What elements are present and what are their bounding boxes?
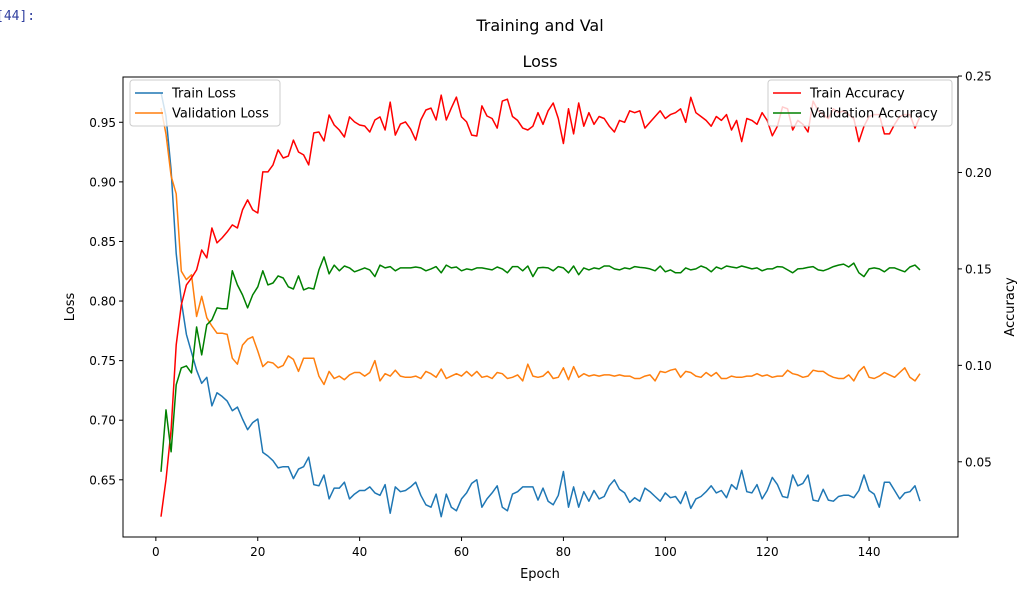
series-line-validation-accuracy bbox=[160, 256, 921, 472]
axes-title: Loss bbox=[522, 52, 557, 71]
series-line-train-loss bbox=[160, 92, 921, 518]
x-tick-label: 120 bbox=[756, 545, 779, 559]
figure-suptitle: Training and Val bbox=[475, 16, 603, 35]
legend-entry: Train Accuracy bbox=[809, 87, 905, 102]
y-tick-label-right: 0.05 bbox=[965, 455, 992, 469]
legend-loss: Train Loss Validation Loss bbox=[129, 79, 281, 127]
y-tick-label-right: 0.25 bbox=[965, 70, 992, 84]
axes-frame bbox=[122, 76, 959, 538]
x-tick-label: 40 bbox=[352, 545, 367, 559]
x-tick-label: 140 bbox=[858, 545, 881, 559]
y-tick-label-left: 0.90 bbox=[89, 175, 116, 189]
x-tick-label: 100 bbox=[654, 545, 677, 559]
y-tick-label-left: 0.70 bbox=[89, 414, 116, 428]
y-tick-label-right: 0.10 bbox=[965, 359, 992, 373]
series-line-validation-loss bbox=[160, 107, 921, 386]
y-tick-label-left: 0.85 bbox=[89, 235, 116, 249]
cell-output-prompt: [44]: bbox=[0, 9, 36, 24]
legend-accuracy: Train Accuracy Validation Accuracy bbox=[767, 79, 953, 127]
y-tick-label-left: 0.95 bbox=[89, 116, 116, 130]
y-tick-label-right: 0.15 bbox=[965, 262, 992, 276]
y-tick-label-left: 0.80 bbox=[89, 295, 116, 309]
y-axis-label-right: Accuracy bbox=[1003, 277, 1018, 337]
series-line-train-accuracy bbox=[160, 94, 921, 517]
x-axis-label: Epoch bbox=[520, 567, 560, 582]
y-axis-label-left: Loss bbox=[63, 293, 78, 322]
x-tick-label: 0 bbox=[152, 545, 160, 559]
x-tick-label: 60 bbox=[454, 545, 469, 559]
y-tick-label-right: 0.20 bbox=[965, 166, 992, 180]
legend-box bbox=[129, 79, 281, 127]
legend-entry: Validation Accuracy bbox=[810, 107, 938, 122]
x-tick-label: 20 bbox=[250, 545, 265, 559]
legend-entry: Validation Loss bbox=[172, 107, 269, 122]
legend-box bbox=[767, 79, 953, 127]
ticks: 0 20 40 60 80 100 120 140 0.65 0.70 0.75 0.80 0.85 0.… bbox=[89, 70, 991, 559]
y-tick-label-left: 0.65 bbox=[89, 473, 116, 487]
x-tick-label: 80 bbox=[556, 545, 571, 559]
plot-lines bbox=[160, 92, 921, 518]
y-tick-label-left: 0.75 bbox=[89, 354, 116, 368]
legend-entry: Train Loss bbox=[171, 87, 236, 102]
